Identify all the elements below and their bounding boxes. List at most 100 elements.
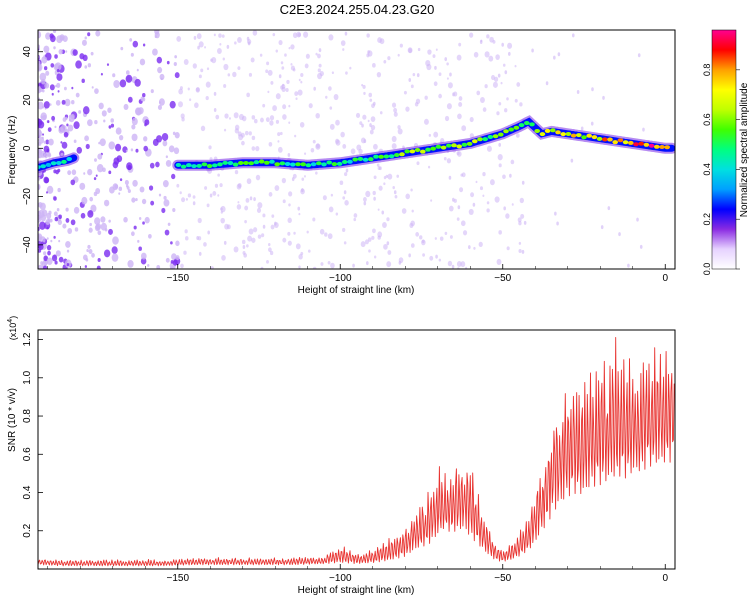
noise-point (172, 259, 178, 266)
spectrogram-y-axis-label: Frequency (Hz) (7, 116, 18, 185)
noise-point (432, 54, 436, 58)
noise-point (457, 205, 461, 210)
noise-point (74, 227, 79, 232)
noise-point (274, 185, 280, 192)
noise-point (399, 43, 403, 48)
noise-point (637, 53, 641, 58)
noise-point (297, 206, 301, 211)
noise-point (352, 263, 355, 268)
noise-point (39, 236, 46, 244)
ridge-point (40, 164, 46, 169)
noise-point (518, 241, 522, 245)
noise-point (87, 119, 93, 127)
snr-x-axis-label: Height of straight line (km) (298, 585, 415, 596)
noise-point (291, 177, 295, 182)
noise-point (486, 201, 490, 205)
noise-point (360, 241, 366, 248)
noise-point (173, 62, 177, 67)
noise-point (120, 46, 124, 51)
noise-point (433, 131, 439, 138)
noise-point (111, 246, 118, 254)
noise-point (142, 221, 145, 225)
noise-point (369, 123, 372, 128)
noise-point (393, 107, 398, 113)
noise-point (373, 255, 377, 259)
noise-point (363, 201, 367, 206)
noise-point (435, 254, 438, 259)
noise-point (54, 54, 58, 59)
noise-point (115, 143, 122, 152)
noise-point (244, 219, 247, 224)
noise-point (242, 245, 246, 250)
noise-point (469, 116, 474, 123)
noise-point (237, 131, 242, 137)
ridge-point (300, 162, 307, 167)
noise-point (416, 161, 420, 166)
ridge-point (659, 145, 665, 150)
noise-point (345, 71, 348, 75)
noise-point (269, 250, 274, 256)
noise-point (268, 247, 272, 253)
noise-point (282, 114, 287, 120)
ridge-point (544, 128, 551, 133)
noise-point (45, 70, 50, 76)
noise-point (86, 248, 89, 253)
noise-point (462, 230, 468, 236)
noise-point (192, 195, 196, 199)
noise-point (446, 77, 449, 80)
ridge-point (212, 163, 218, 168)
noise-point (397, 128, 403, 135)
noise-point (112, 236, 119, 245)
colorbar-tick-label: 0.8 (702, 64, 712, 77)
noise-point (396, 174, 400, 178)
noise-point (355, 112, 361, 119)
ridge-point (305, 163, 312, 168)
noise-point (217, 48, 222, 55)
noise-point (385, 174, 389, 178)
noise-point (265, 69, 269, 74)
noise-point (193, 35, 197, 40)
noise-point (118, 192, 121, 195)
noise-point (55, 99, 61, 106)
noise-point (497, 153, 503, 161)
noise-point (50, 239, 53, 243)
ridge-point (399, 152, 405, 157)
noise-point (363, 91, 366, 95)
noise-point (367, 237, 372, 242)
noise-point (494, 196, 500, 203)
snr-y-tick-label: 0.6 (22, 447, 33, 461)
noise-point (56, 208, 60, 212)
noise-point (45, 32, 51, 40)
noise-point (228, 117, 231, 120)
noise-point (519, 102, 523, 107)
noise-point (164, 229, 170, 236)
noise-point (519, 197, 524, 204)
noise-point (300, 72, 304, 78)
noise-point (49, 84, 55, 91)
noise-point (219, 42, 222, 46)
noise-point (241, 239, 246, 245)
noise-point (363, 196, 367, 202)
noise-point (247, 235, 253, 242)
ridge-point (342, 159, 348, 164)
ridge-point (279, 161, 286, 166)
noise-point (301, 177, 305, 181)
noise-point (280, 61, 284, 65)
noise-point (58, 214, 62, 219)
noise-point (223, 84, 227, 88)
noise-point (82, 106, 90, 115)
noise-point (41, 105, 45, 109)
noise-point (507, 42, 513, 49)
noise-point (57, 219, 62, 226)
noise-point (287, 152, 291, 157)
noise-point (497, 73, 501, 78)
noise-point (56, 69, 60, 73)
noise-point (330, 262, 335, 269)
noise-point (38, 63, 43, 72)
noise-point (185, 198, 188, 201)
spectrogram-panel: −150 −100 −50 0 −40 −20 0 20 40 Height of strai… (7, 29, 676, 296)
noise-point (43, 101, 50, 109)
noise-point (259, 53, 263, 57)
noise-point (51, 115, 56, 121)
noise-point (287, 240, 292, 246)
